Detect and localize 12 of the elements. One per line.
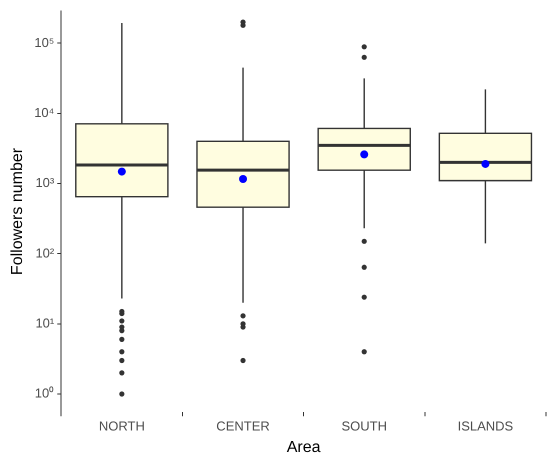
x-tick-label: ISLANDS <box>458 418 514 434</box>
y-tick-label: 10⁰ <box>34 386 54 401</box>
y-tick-label: 10³ <box>35 175 55 190</box>
y-tick-label: 10¹ <box>35 315 55 330</box>
y-tick-label: 10² <box>35 245 55 260</box>
x-tick-label: CENTER <box>216 418 270 434</box>
y-tick-label: 10⁵ <box>34 34 54 50</box>
x-tick-label: SOUTH <box>341 418 387 434</box>
y-tick-label: 10⁴ <box>34 104 54 120</box>
y-axis-title: Followers number <box>9 147 26 276</box>
x-axis-title: Area <box>286 438 321 456</box>
x-tick-label: NORTH <box>98 418 145 434</box>
